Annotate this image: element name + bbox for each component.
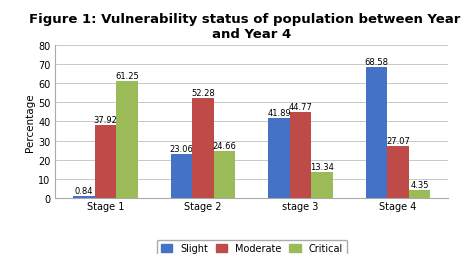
Text: 23.06: 23.06 <box>170 144 194 153</box>
Text: 4.35: 4.35 <box>410 180 429 189</box>
Bar <box>214 151 235 198</box>
Y-axis label: Percentage: Percentage <box>25 93 36 151</box>
Bar <box>95 126 116 198</box>
Bar <box>387 147 409 198</box>
Text: 44.77: 44.77 <box>289 103 312 112</box>
Title: Figure 1: Vulnerability status of population between Year 1
and Year 4: Figure 1: Vulnerability status of popula… <box>29 12 462 40</box>
Bar <box>366 68 387 198</box>
Text: 24.66: 24.66 <box>213 141 237 150</box>
Bar <box>73 197 95 198</box>
Bar <box>171 154 192 198</box>
Text: 68.58: 68.58 <box>365 58 389 67</box>
Bar <box>290 113 311 198</box>
Bar <box>192 99 214 198</box>
Text: 13.34: 13.34 <box>310 163 334 172</box>
Bar <box>268 118 290 198</box>
Text: 52.28: 52.28 <box>191 89 215 98</box>
Text: 37.92: 37.92 <box>93 116 117 125</box>
Legend: Slight, Moderate, Critical: Slight, Moderate, Critical <box>157 240 347 254</box>
Text: 41.89: 41.89 <box>267 108 291 117</box>
Bar <box>311 173 333 198</box>
Text: 0.84: 0.84 <box>75 187 93 196</box>
Text: 61.25: 61.25 <box>115 72 139 81</box>
Bar <box>409 190 430 198</box>
Bar <box>116 82 138 198</box>
Text: 27.07: 27.07 <box>386 137 410 146</box>
